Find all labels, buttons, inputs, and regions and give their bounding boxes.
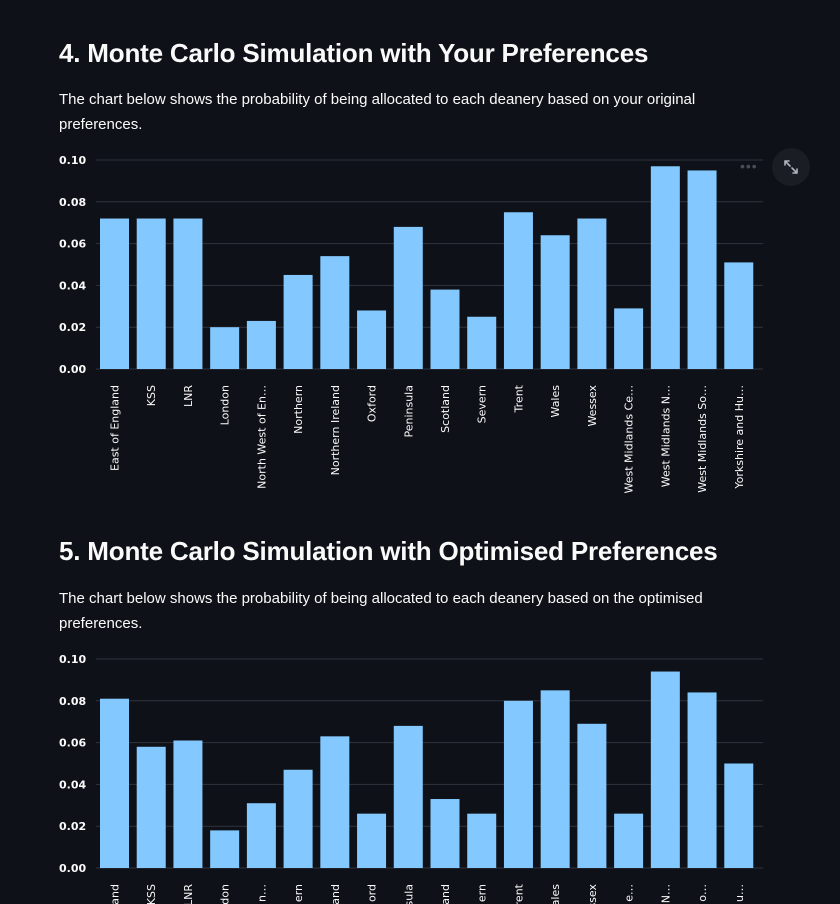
y-tick-label: 0.08 — [59, 196, 86, 209]
bar[interactable] — [393, 226, 423, 369]
section-5-description: The chart below shows the probability of… — [59, 590, 703, 632]
section-5-heading: 5. Monte Carlo Simulation with Optimised… — [59, 536, 718, 566]
bar[interactable] — [650, 166, 680, 369]
x-tick-label: ern — [292, 884, 305, 902]
x-tick-label: and — [439, 884, 452, 904]
x-tick-label: Peninsula — [402, 385, 415, 438]
y-tick-label: 0.10 — [59, 653, 86, 666]
bar[interactable] — [577, 218, 607, 369]
x-tick-label: East of England — [109, 385, 122, 471]
bar[interactable] — [210, 327, 240, 369]
bar[interactable] — [136, 218, 166, 369]
bar[interactable] — [320, 256, 350, 369]
bar[interactable] — [540, 235, 570, 369]
y-tick-label: 0.06 — [59, 737, 86, 750]
bar[interactable] — [246, 803, 276, 868]
x-tick-label: ern — [476, 884, 489, 902]
x-tick-label: London — [219, 385, 232, 425]
x-tick-label: Northern Ireland — [329, 385, 342, 475]
x-tick-label: Oxford — [366, 385, 379, 422]
bar[interactable] — [614, 308, 644, 369]
x-tick-label: and — [329, 884, 342, 904]
x-tick-label: Yorkshire and Hu… — [733, 385, 746, 490]
x-tick-label: LNR — [182, 385, 195, 407]
x-tick-label: Wessex — [586, 385, 599, 427]
bar[interactable] — [503, 212, 533, 369]
bar[interactable] — [283, 274, 313, 369]
bar[interactable] — [687, 692, 717, 868]
x-tick-label: LNR — [182, 884, 195, 904]
more-horizontal-icon: ••• — [740, 158, 758, 174]
x-tick-label: KSS — [145, 385, 158, 406]
bar[interactable] — [724, 763, 754, 869]
bar[interactable] — [577, 723, 607, 868]
x-tick-label: n… — [255, 884, 268, 902]
bar[interactable] — [246, 320, 276, 369]
bar[interactable] — [503, 700, 533, 868]
allocation-bar-chart-original: 0.00 0.02 0.04 0.06 0.08 0.10 East of England K… — [59, 154, 763, 494]
bar[interactable] — [614, 813, 644, 868]
bar[interactable] — [687, 170, 717, 369]
y-tick-label: 0.04 — [59, 778, 86, 791]
y-tick-label: 0.06 — [59, 238, 86, 251]
y-tick-label: 0.00 — [59, 363, 86, 376]
y-tick-label: 0.02 — [59, 321, 86, 334]
bar[interactable] — [100, 218, 129, 369]
x-tick-label: ord — [366, 884, 379, 902]
x-tick-label: Scotland — [439, 385, 452, 433]
bar[interactable] — [173, 740, 203, 868]
bar[interactable] — [430, 289, 460, 369]
x-tick-label: o… — [696, 884, 709, 902]
bar[interactable] — [724, 262, 754, 369]
x-tick-label: don — [219, 884, 232, 904]
x-tick-label: u… — [733, 884, 746, 902]
y-tick-label: 0.02 — [59, 820, 86, 833]
bar[interactable] — [357, 310, 387, 369]
x-tick-label: Severn — [476, 385, 489, 423]
bar[interactable] — [173, 218, 203, 369]
x-tick-label: and — [109, 884, 122, 904]
x-tick-label: Northern — [292, 385, 305, 434]
bar[interactable] — [210, 830, 240, 868]
bar[interactable] — [136, 746, 166, 868]
expand-icon — [784, 160, 798, 174]
x-tick-label: West Midlands N… — [659, 385, 672, 487]
section-4-heading: 4. Monte Carlo Simulation with Your Pref… — [59, 38, 649, 68]
bar[interactable] — [393, 725, 423, 868]
bar[interactable] — [467, 813, 497, 868]
y-tick-label: 0.08 — [59, 695, 86, 708]
x-tick-label: ales — [549, 884, 562, 904]
bar[interactable] — [467, 316, 497, 369]
x-tick-label: N… — [659, 884, 672, 903]
more-options-button[interactable]: ••• — [740, 158, 760, 174]
fullscreen-button[interactable] — [772, 148, 810, 186]
bar[interactable] — [430, 799, 460, 868]
x-tick-label: West Midlands Ce… — [623, 385, 636, 494]
x-tick-label: KSS — [145, 884, 158, 904]
y-tick-label: 0.10 — [59, 154, 86, 167]
bar[interactable] — [357, 813, 387, 868]
section-4-description: The chart below shows the probability of… — [59, 91, 696, 133]
x-tick-label: ssex — [586, 884, 599, 904]
x-tick-label: rent — [512, 883, 525, 904]
y-tick-label: 0.00 — [59, 862, 86, 875]
bar[interactable] — [100, 698, 129, 868]
x-tick-label: West Midlands So… — [696, 385, 709, 493]
bar[interactable] — [650, 671, 680, 868]
x-tick-label: North West of En… — [255, 385, 268, 489]
allocation-bar-chart-optimised: 0.00 0.02 0.04 0.06 0.08 0.10 and KSS LNR don n… er… — [59, 653, 763, 904]
bar[interactable] — [540, 690, 570, 868]
bar[interactable] — [283, 769, 313, 868]
y-tick-label: 0.04 — [59, 279, 86, 292]
bar[interactable] — [320, 736, 350, 868]
x-tick-label: e… — [623, 884, 636, 902]
x-tick-label: Wales — [549, 385, 562, 418]
x-tick-label: sula — [402, 884, 415, 904]
x-tick-label: Trent — [512, 384, 525, 413]
